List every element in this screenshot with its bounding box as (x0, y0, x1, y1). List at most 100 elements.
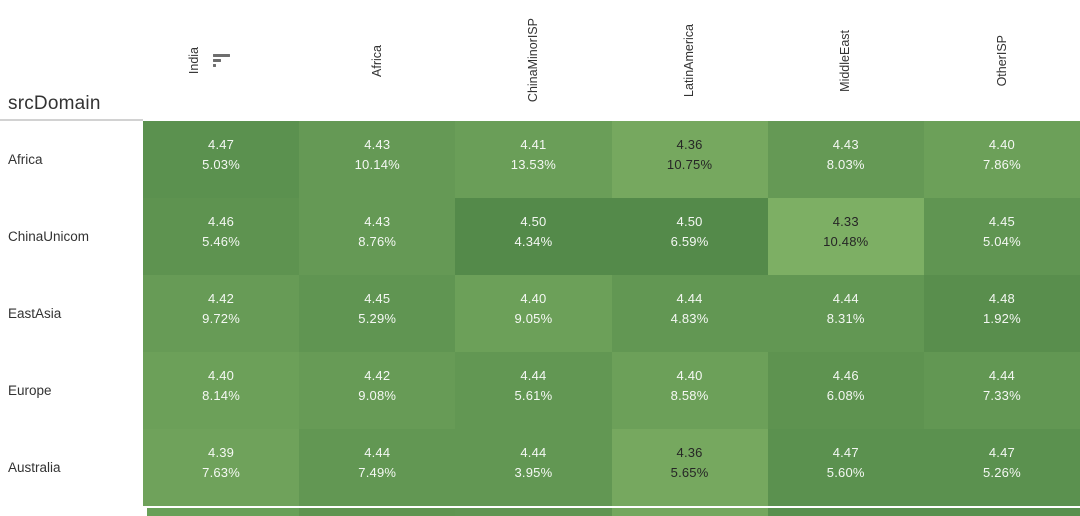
cutoff-cell-india[interactable] (147, 508, 300, 516)
cell-value: 4.39 (208, 445, 235, 460)
cell-percent: 5.46% (202, 234, 241, 249)
column-header-label: ChinaMinorISP (526, 18, 541, 103)
cell-chinaunicom-africa[interactable]: 4.43 8.76% (299, 198, 456, 275)
cell-europe-middleeast[interactable]: 4.46 6.08% (767, 352, 924, 429)
row-header-europe[interactable]: Europe (0, 352, 143, 429)
cell-eastasia-chinaminorisp[interactable]: 4.40 9.05% (455, 275, 612, 352)
row-header-australia[interactable]: Australia (0, 429, 143, 506)
cell-australia-otherisp[interactable]: 4.47 5.26% (923, 429, 1080, 506)
cell-value: 4.44 (676, 291, 703, 306)
column-header-label: Africa (369, 44, 384, 77)
column-header-label: MiddleEast (838, 29, 853, 92)
cell-africa-otherisp[interactable]: 4.40 7.86% (923, 121, 1080, 198)
cell-africa-india[interactable]: 4.47 5.03% (143, 121, 300, 198)
column-header-latinamerica[interactable]: LatinAmerica (612, 0, 768, 121)
column-header-chinaminorisp[interactable]: ChinaMinorISP (455, 0, 611, 121)
cell-percent: 5.26% (982, 465, 1021, 480)
cell-eastasia-otherisp[interactable]: 4.48 1.92% (923, 275, 1080, 352)
cell-eastasia-africa[interactable]: 4.45 5.29% (299, 275, 456, 352)
column-header-india[interactable]: India (131, 0, 287, 121)
cell-eastasia-middleeast[interactable]: 4.44 8.31% (767, 275, 924, 352)
cell-chinaunicom-otherisp[interactable]: 4.45 5.04% (923, 198, 1080, 275)
cell-australia-middleeast[interactable]: 4.47 5.60% (767, 429, 924, 506)
cell-percent: 10.14% (354, 157, 400, 172)
cell-percent: 5.65% (670, 465, 709, 480)
cell-value: 4.45 (988, 214, 1015, 229)
cell-chinaunicom-middleeast[interactable]: 4.33 10.48% (767, 198, 924, 275)
cell-percent: 5.03% (202, 157, 241, 172)
cell-chinaunicom-latinamerica[interactable]: 4.50 6.59% (611, 198, 768, 275)
cell-africa-africa[interactable]: 4.43 10.14% (299, 121, 456, 198)
cell-value: 4.44 (988, 368, 1015, 383)
cell-value: 4.42 (364, 368, 391, 383)
cell-percent: 5.60% (826, 465, 865, 480)
table-header: srcDomain India Africa ChinaMinorISP LatinA… (0, 0, 1080, 121)
cell-value: 4.47 (832, 445, 859, 460)
cell-percent: 7.86% (982, 157, 1021, 172)
cell-value: 4.40 (208, 368, 235, 383)
cell-value: 4.45 (364, 291, 391, 306)
cell-value: 4.47 (988, 445, 1015, 460)
cutoff-cell-africa[interactable] (299, 508, 456, 516)
cell-percent: 10.48% (823, 234, 869, 249)
row-header-africa[interactable]: Africa (0, 121, 143, 198)
sort-descending-icon[interactable] (212, 54, 230, 67)
column-header-label: India (187, 46, 202, 75)
row-header-chinaunicom[interactable]: ChinaUnicom (0, 198, 143, 275)
cell-percent: 5.04% (982, 234, 1021, 249)
cell-australia-chinaminorisp[interactable]: 4.44 3.95% (455, 429, 612, 506)
cell-percent: 4.83% (670, 311, 709, 326)
cell-australia-latinamerica[interactable]: 4.36 5.65% (611, 429, 768, 506)
cell-australia-india[interactable]: 4.39 7.63% (143, 429, 300, 506)
cell-percent: 9.72% (202, 311, 241, 326)
cell-value: 4.46 (208, 214, 235, 229)
cell-eastasia-latinamerica[interactable]: 4.44 4.83% (611, 275, 768, 352)
cell-percent: 1.92% (982, 311, 1021, 326)
cell-percent: 13.53% (510, 157, 557, 172)
cell-value: 4.44 (832, 291, 859, 306)
column-header-label: OtherISP (994, 34, 1009, 87)
cell-value: 4.33 (832, 214, 859, 229)
cutoff-cell-latinamerica[interactable] (611, 508, 768, 516)
cell-value: 4.43 (832, 137, 859, 152)
cell-africa-chinaminorisp[interactable]: 4.41 13.53% (455, 121, 612, 198)
column-header-middleeast[interactable]: MiddleEast (768, 0, 924, 121)
cell-europe-latinamerica[interactable]: 4.40 8.58% (611, 352, 768, 429)
column-header-africa[interactable]: Africa (299, 0, 455, 121)
cutoff-cell-chinaminorisp[interactable] (455, 508, 612, 516)
cell-value: 4.44 (520, 445, 547, 460)
row-header-eastasia[interactable]: EastAsia (0, 275, 143, 352)
cell-percent: 5.61% (514, 388, 553, 403)
cell-eastasia-india[interactable]: 4.42 9.72% (143, 275, 300, 352)
cell-percent: 4.34% (514, 234, 553, 249)
column-header-otherisp[interactable]: OtherISP (924, 0, 1080, 121)
cell-australia-africa[interactable]: 4.44 7.49% (299, 429, 456, 506)
cell-europe-otherisp[interactable]: 4.44 7.33% (923, 352, 1080, 429)
cell-chinaunicom-india[interactable]: 4.46 5.46% (143, 198, 300, 275)
cell-europe-africa[interactable]: 4.42 9.08% (299, 352, 456, 429)
cell-europe-india[interactable]: 4.40 8.14% (143, 352, 300, 429)
cell-africa-latinamerica[interactable]: 4.36 10.75% (611, 121, 768, 198)
cutoff-cell-middleeast[interactable] (767, 508, 924, 516)
cell-value: 4.36 (676, 445, 703, 460)
header-underline (0, 119, 143, 121)
header-corner: srcDomain (0, 0, 143, 121)
cell-percent: 6.08% (826, 388, 865, 403)
cell-percent: 8.58% (670, 388, 709, 403)
cell-value: 4.44 (364, 445, 391, 460)
cell-value: 4.50 (676, 214, 703, 229)
cell-chinaunicom-chinaminorisp[interactable]: 4.50 4.34% (455, 198, 612, 275)
cell-value: 4.50 (520, 214, 547, 229)
cell-percent: 6.59% (670, 234, 709, 249)
cell-value: 4.47 (208, 137, 235, 152)
cutoff-cell-otherisp[interactable] (923, 508, 1080, 516)
cell-value: 4.43 (364, 214, 391, 229)
cell-africa-middleeast[interactable]: 4.43 8.03% (767, 121, 924, 198)
cell-value: 4.40 (988, 137, 1015, 152)
row-dimension-label[interactable]: srcDomain (8, 93, 101, 114)
cell-europe-chinaminorisp[interactable]: 4.44 5.61% (455, 352, 612, 429)
cell-percent: 7.49% (358, 465, 397, 480)
column-headers: India Africa ChinaMinorISP LatinAmerica Midd… (143, 0, 1080, 121)
cell-value: 4.43 (364, 137, 391, 152)
